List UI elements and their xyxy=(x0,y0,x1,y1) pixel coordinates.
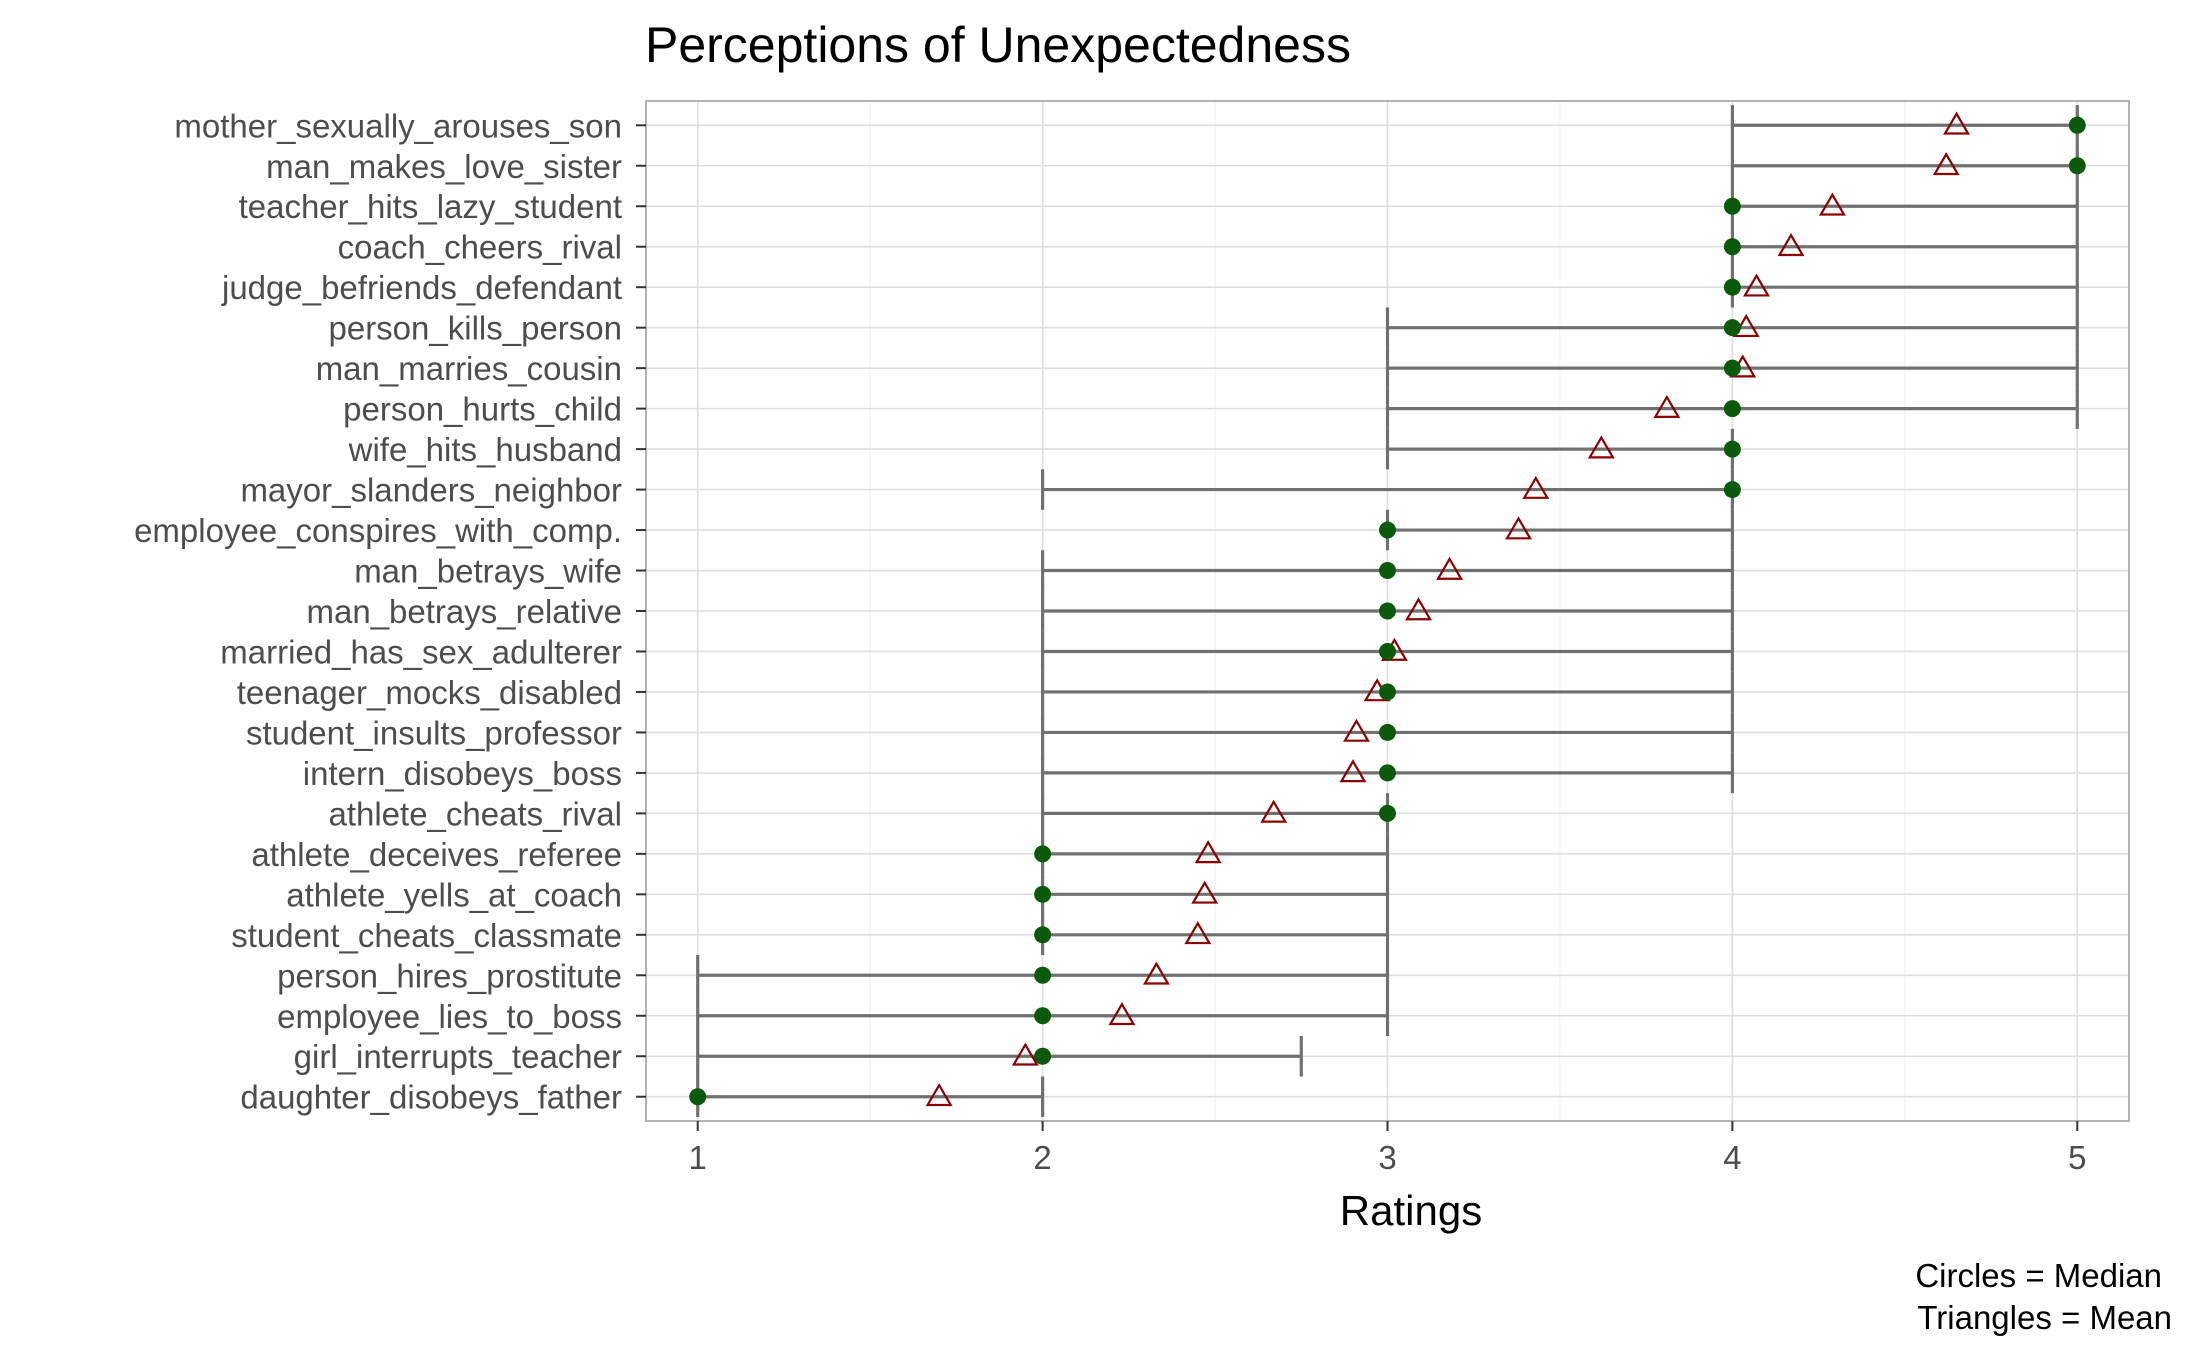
mean-triangle-marker xyxy=(1587,435,1615,459)
y-tick-label: judge_befriends_defendant xyxy=(221,269,622,306)
mean-triangle-marker xyxy=(1339,759,1367,783)
x-tick-label: 5 xyxy=(2068,1139,2086,1176)
y-tick-label: athlete_cheats_rival xyxy=(328,795,622,832)
y-tick-label: man_betrays_relative xyxy=(307,593,623,630)
median-circle-marker xyxy=(1034,966,1052,984)
mean-triangle-marker xyxy=(1743,273,1770,297)
y-tick-label: intern_disobeys_boss xyxy=(303,755,622,792)
mean-triangle-marker xyxy=(1932,152,1960,176)
mean-triangle-marker xyxy=(1653,394,1681,418)
chart-title: Perceptions of Unexpectedness xyxy=(645,17,1351,73)
mean-triangle-marker xyxy=(1777,232,1805,257)
y-tick-label: girl_interrupts_teacher xyxy=(294,1038,622,1075)
median-circle-marker xyxy=(1379,764,1396,782)
mean-triangle-marker xyxy=(1943,111,1971,135)
median-circle-marker xyxy=(1034,1007,1052,1025)
x-tick-label: 2 xyxy=(1033,1139,1051,1176)
y-tick-label: man_betrays_wife xyxy=(354,553,622,590)
mean-triangle-marker xyxy=(925,1082,953,1107)
y-tick-label: employee_conspires_with_comp. xyxy=(134,512,622,549)
median-circle-marker xyxy=(1723,278,1741,296)
x-tick-label: 3 xyxy=(1378,1139,1396,1176)
median-circle-marker xyxy=(1379,683,1396,701)
x-axis-tick-labels: 1 2 3 4 5 xyxy=(689,1121,2086,1176)
y-tick-label: athlete_deceives_referee xyxy=(251,836,622,873)
mean-triangle-marker xyxy=(1011,1042,1039,1066)
median-circle-marker xyxy=(1379,521,1396,539)
mean-triangle-marker xyxy=(1194,840,1222,864)
median-circle-marker xyxy=(1034,885,1052,903)
y-tick-label: student_insults_professor xyxy=(246,714,622,751)
median-circle-marker xyxy=(1723,440,1741,458)
median-circle-marker xyxy=(1379,602,1396,620)
y-axis-tick-labels: mother_sexually_arouses_son man_makes_lov… xyxy=(134,107,646,1116)
y-tick-label: teenager_mocks_disabled xyxy=(237,674,622,711)
caption-line-median: Circles = Median xyxy=(1915,1257,2162,1294)
median-circle-marker xyxy=(1379,804,1396,822)
mean-triangle-marker xyxy=(1405,597,1433,621)
y-tick-label: athlete_yells_at_coach xyxy=(286,876,622,913)
mean-triangle-marker xyxy=(1142,961,1170,985)
y-tick-label: wife_hits_husband xyxy=(348,431,622,468)
median-circle-marker xyxy=(2068,116,2086,134)
y-tick-label: person_hurts_child xyxy=(343,391,622,428)
y-tick-label: mother_sexually_arouses_son xyxy=(174,107,622,144)
y-tick-label: coach_cheers_rival xyxy=(338,229,622,266)
x-tick-label: 4 xyxy=(1723,1139,1741,1176)
median-circle-marker xyxy=(1723,197,1741,215)
median-circle-marker xyxy=(1723,319,1741,337)
mean-triangle-marker xyxy=(1522,475,1550,499)
mean-layer xyxy=(925,111,1971,1107)
y-tick-label: student_cheats_classmate xyxy=(231,917,622,954)
median-circle-marker xyxy=(1379,562,1396,580)
mean-triangle-marker xyxy=(1505,516,1533,540)
y-tick-label: teacher_hits_lazy_student xyxy=(239,188,622,225)
median-circle-marker xyxy=(1034,926,1052,944)
y-tick-label: daughter_disobeys_father xyxy=(240,1079,622,1116)
x-axis-label: Ratings xyxy=(1340,1187,1482,1234)
median-layer xyxy=(689,116,2086,1106)
median-circle-marker xyxy=(2068,157,2086,175)
mean-triangle-marker xyxy=(1260,799,1288,823)
y-tick-label: mayor_slanders_neighbor xyxy=(240,472,622,509)
caption-line-mean: Triangles = Mean xyxy=(1917,1299,2172,1336)
mean-triangle-marker xyxy=(1436,556,1464,580)
y-tick-label: married_has_sex_adulterer xyxy=(220,633,622,670)
y-tick-label: employee_lies_to_boss xyxy=(277,998,622,1035)
mean-triangle-marker xyxy=(1818,192,1846,216)
median-circle-marker xyxy=(1723,359,1741,377)
median-circle-marker xyxy=(1379,723,1396,741)
median-circle-marker xyxy=(1034,845,1052,863)
median-circle-marker xyxy=(689,1088,707,1106)
mean-triangle-marker xyxy=(1342,718,1370,742)
median-circle-marker xyxy=(1723,400,1741,418)
mean-triangle-marker xyxy=(1191,880,1219,904)
y-tick-label: person_hires_prostitute xyxy=(277,957,622,994)
mean-triangle-marker xyxy=(1108,1002,1136,1026)
median-circle-marker xyxy=(1723,238,1741,256)
mean-triangle-marker xyxy=(1184,921,1212,945)
median-circle-marker xyxy=(1034,1047,1052,1065)
median-circle-marker xyxy=(1723,481,1741,499)
y-tick-label: man_makes_love_sister xyxy=(266,148,622,185)
median-circle-marker xyxy=(1379,642,1396,660)
y-tick-label: person_kills_person xyxy=(328,310,622,347)
y-tick-label: man_marries_cousin xyxy=(316,350,622,387)
x-tick-label: 1 xyxy=(689,1139,707,1176)
